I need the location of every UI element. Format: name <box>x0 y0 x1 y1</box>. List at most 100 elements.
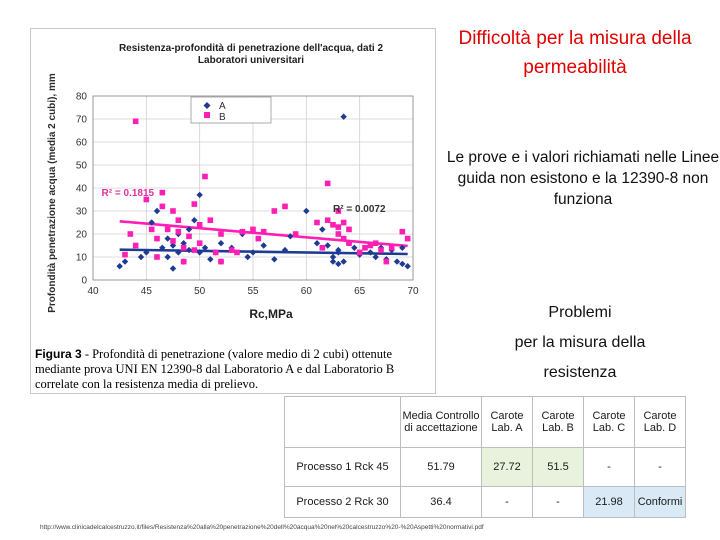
table-header-cell: Carote Lab. C <box>583 396 635 448</box>
point-A <box>148 219 155 226</box>
y-tick-label: 30 <box>76 207 88 218</box>
point-B <box>228 247 235 253</box>
table-cell: - <box>583 447 635 487</box>
point-A <box>249 249 257 256</box>
x-tick-label: 50 <box>194 286 206 297</box>
point-A <box>164 235 171 242</box>
x-tick-label: 40 <box>87 286 99 297</box>
point-B <box>335 231 342 237</box>
point-B <box>346 240 352 246</box>
table-cell: 27.72 <box>481 447 533 487</box>
plot-area-border <box>92 95 414 281</box>
point-A <box>207 256 214 263</box>
point-B <box>335 224 342 230</box>
point-A <box>137 253 145 261</box>
point-B <box>356 249 363 256</box>
slide-title: Difficoltà per la misura della permeabil… <box>458 28 692 78</box>
table-cell: 51.5 <box>532 447 584 487</box>
point-A <box>324 242 331 249</box>
figure-panel: 0 10 20 30 40 50 60 70 80 40 45 50 55 60 65 70 R² = 0.18… <box>30 28 436 394</box>
point-B <box>196 222 203 228</box>
table-header-cell: Media Controllo di accettazione <box>400 396 482 448</box>
point-B <box>218 231 224 237</box>
point-B <box>175 228 182 235</box>
point-A <box>169 242 177 249</box>
table-cell: Processo 2 Rck 30 <box>284 486 401 518</box>
caption-text: - Profondità di penetrazione (valore med… <box>35 347 395 391</box>
point-A <box>260 242 267 249</box>
point-B <box>202 173 208 180</box>
legend-label-A: A <box>219 101 226 112</box>
point-B <box>346 226 352 233</box>
point-A <box>244 253 251 261</box>
point-A <box>329 258 337 265</box>
point-A <box>335 260 342 268</box>
table-row: Processo 1 Rck 45 51.79 27.72 51.5 - - <box>284 447 686 487</box>
point-B <box>175 217 182 223</box>
point-B <box>324 217 331 223</box>
point-A <box>121 258 129 265</box>
point-A <box>153 207 161 215</box>
point-B <box>250 226 256 233</box>
point-A <box>393 258 401 265</box>
y-tick-label: 10 <box>76 253 88 264</box>
point-A <box>303 207 310 215</box>
table-header-cell <box>284 396 401 448</box>
point-A <box>335 246 342 254</box>
point-A <box>159 244 166 251</box>
chart-title: Resistenza-profondità di penetrazione de… <box>118 43 384 66</box>
point-A <box>217 240 225 247</box>
point-B <box>378 247 384 253</box>
y-tick-label: 80 <box>76 92 88 103</box>
point-B <box>207 217 214 223</box>
point-A <box>191 217 198 224</box>
scatter-chart: 0 10 20 30 40 50 60 70 80 40 45 50 55 60 65 70 R² = 0.18… <box>76 92 419 298</box>
table-header-cell: Carote Lab. B <box>532 396 584 448</box>
legend-label-B: B <box>219 112 226 123</box>
point-A <box>116 263 123 270</box>
point-B <box>186 233 192 240</box>
point-B <box>170 238 176 244</box>
point-B <box>292 231 299 237</box>
point-B <box>164 226 171 233</box>
y-tick-label: 70 <box>76 115 88 126</box>
legend-marker-A <box>203 102 211 109</box>
point-A <box>196 191 203 199</box>
point-B <box>148 226 155 233</box>
table-cell: 36.4 <box>400 486 482 518</box>
x-tick-label: 70 <box>407 286 419 297</box>
point-B <box>314 219 320 226</box>
point-B <box>218 258 224 265</box>
point-A <box>271 256 278 263</box>
point-A <box>372 253 379 261</box>
point-B <box>132 242 139 249</box>
legend-marker-B <box>204 112 210 118</box>
r-squared-B: R² = 0.1815 <box>102 188 155 199</box>
table-cell: - <box>481 486 533 518</box>
x-axis-label: Rc,MPa <box>249 307 293 321</box>
point-B <box>271 208 278 214</box>
point-B <box>239 228 246 235</box>
point-A <box>281 246 289 254</box>
point-A <box>196 249 203 256</box>
point-A <box>340 113 347 120</box>
point-A <box>185 246 193 254</box>
point-B <box>324 180 331 187</box>
point-B <box>127 231 134 237</box>
resistance-note-line3: resistenza <box>543 364 617 381</box>
table-cell: Conformi <box>634 486 686 518</box>
point-B <box>191 201 198 207</box>
point-B <box>234 249 240 256</box>
point-B <box>340 219 347 226</box>
table-row: Processo 2 Rck 30 36.4 - - 21.98 Conform… <box>284 486 686 518</box>
point-B <box>335 208 342 214</box>
point-B <box>372 240 379 246</box>
point-A <box>399 244 406 251</box>
point-A <box>367 249 374 256</box>
x-tick-label: 45 <box>141 286 153 297</box>
table-header-row: Media Controllo di accettazione Carote L… <box>284 396 686 448</box>
point-B <box>340 235 347 242</box>
point-A <box>180 240 187 247</box>
point-A <box>313 240 321 247</box>
y-axis-label: Profondità penetrazione acqua (media 2 c… <box>47 73 58 313</box>
